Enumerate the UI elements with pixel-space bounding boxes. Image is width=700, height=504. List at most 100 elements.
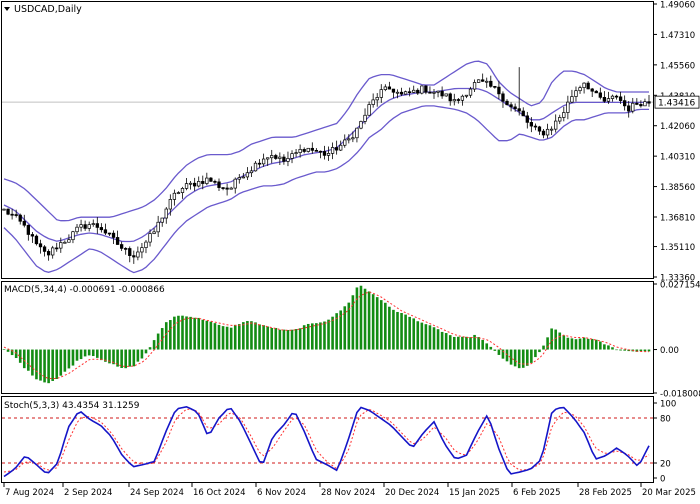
- macd-bar: [619, 349, 622, 351]
- macd-bar: [258, 324, 261, 350]
- macd-bar: [91, 349, 95, 357]
- candle: [217, 178, 221, 192]
- macd-bar: [124, 349, 127, 369]
- macd-bar: [71, 349, 75, 366]
- candle: [339, 140, 343, 152]
- macd-bar: [43, 349, 46, 383]
- stoch-tick-label: 80: [660, 415, 671, 425]
- macd-bar: [420, 322, 424, 350]
- candle: [274, 153, 278, 160]
- macd-bar: [432, 327, 436, 350]
- candle: [521, 107, 525, 117]
- candle: [330, 142, 335, 160]
- macd-bar: [570, 338, 574, 350]
- macd-bar: [400, 312, 403, 350]
- candle: [184, 178, 189, 191]
- macd-bar: [128, 349, 132, 367]
- bollinger-lower: [3, 105, 649, 274]
- macd-bar: [578, 338, 582, 350]
- candle: [91, 219, 95, 227]
- macd-pane-frame[interactable]: [1, 281, 654, 394]
- price-pane-title: USDCAD,Daily: [14, 4, 82, 15]
- macd-bar: [319, 322, 322, 350]
- candle: [306, 147, 310, 153]
- dropdown-triangle-icon[interactable]: [4, 7, 10, 11]
- macd-bar: [59, 349, 63, 376]
- price-pane-frame[interactable]: [1, 1, 654, 279]
- macd-bar: [217, 324, 221, 350]
- macd-bar: [639, 349, 643, 352]
- candle: [193, 177, 197, 191]
- candle: [176, 191, 181, 195]
- macd-bar: [100, 349, 103, 361]
- macd-bar: [521, 349, 525, 368]
- macd-bar: [262, 325, 265, 350]
- macd-bar: [193, 317, 196, 350]
- candle: [75, 223, 79, 235]
- candle: [152, 227, 156, 235]
- macd-bar: [599, 341, 602, 350]
- candle: [359, 120, 363, 130]
- macd-bar: [10, 349, 14, 356]
- macd-bar: [306, 323, 310, 350]
- candle: [6, 208, 10, 216]
- time-tick-label: 24 Sep 2024: [130, 488, 184, 498]
- time-tick-label: 6 Nov 2024: [257, 488, 306, 498]
- candle: [2, 208, 6, 211]
- macd-bar: [79, 349, 83, 360]
- candle: [440, 86, 444, 99]
- stoch-pane-frame[interactable]: [1, 396, 654, 483]
- macd-bar: [647, 349, 651, 352]
- macd-bar: [481, 339, 484, 350]
- candle: [481, 73, 485, 82]
- candle: [383, 84, 387, 92]
- candle: [375, 93, 379, 107]
- candle: [136, 246, 140, 261]
- macd-bar: [39, 349, 42, 381]
- macd-pane-title: MACD(5,34,4) -0.000691 -0.000866: [4, 285, 165, 295]
- macd-bar: [448, 335, 452, 350]
- macd-bar: [388, 306, 391, 350]
- candle: [197, 176, 201, 188]
- candle: [103, 223, 108, 235]
- candle: [257, 159, 262, 168]
- candle: [310, 142, 314, 154]
- macd-bar: [311, 323, 314, 350]
- candle: [38, 239, 43, 254]
- macd-bar: [586, 338, 590, 350]
- candle: [42, 245, 47, 257]
- price-tick-label: 1.45560: [660, 61, 695, 71]
- macd-bar: [530, 349, 533, 363]
- macd-bar: [27, 349, 30, 371]
- macd-bar: [294, 329, 298, 350]
- macd-bar: [112, 349, 115, 365]
- macd-tick-label: 0.00: [660, 346, 679, 356]
- macd-bar: [473, 334, 476, 350]
- macd-bar: [35, 349, 38, 380]
- macd-bar: [550, 328, 553, 350]
- macd-bar: [590, 338, 594, 350]
- candle: [314, 148, 319, 152]
- time-tick-label: 16 Oct 2024: [193, 488, 246, 498]
- macd-bar: [558, 332, 562, 350]
- macd-bar: [505, 349, 509, 362]
- macd-bar: [278, 329, 282, 350]
- candle: [128, 246, 132, 263]
- macd-signal-line: [3, 291, 650, 379]
- macd-bar: [416, 321, 420, 350]
- candle: [278, 152, 282, 165]
- candle: [355, 127, 359, 143]
- macd-bar: [104, 349, 107, 362]
- stoch-pane-title: Stoch(5,3,3) 43.4354 31.1259: [4, 401, 140, 411]
- macd-bar: [63, 349, 67, 372]
- candle: [416, 88, 420, 95]
- macd-bar: [185, 316, 188, 350]
- candle: [582, 82, 586, 94]
- candle: [351, 131, 355, 143]
- candle: [525, 111, 529, 129]
- macd-bar: [509, 349, 513, 365]
- macd-signal: [3, 291, 650, 379]
- stoch-lines: [3, 405, 650, 478]
- time-tick-label: 20 Dec 2024: [385, 488, 439, 498]
